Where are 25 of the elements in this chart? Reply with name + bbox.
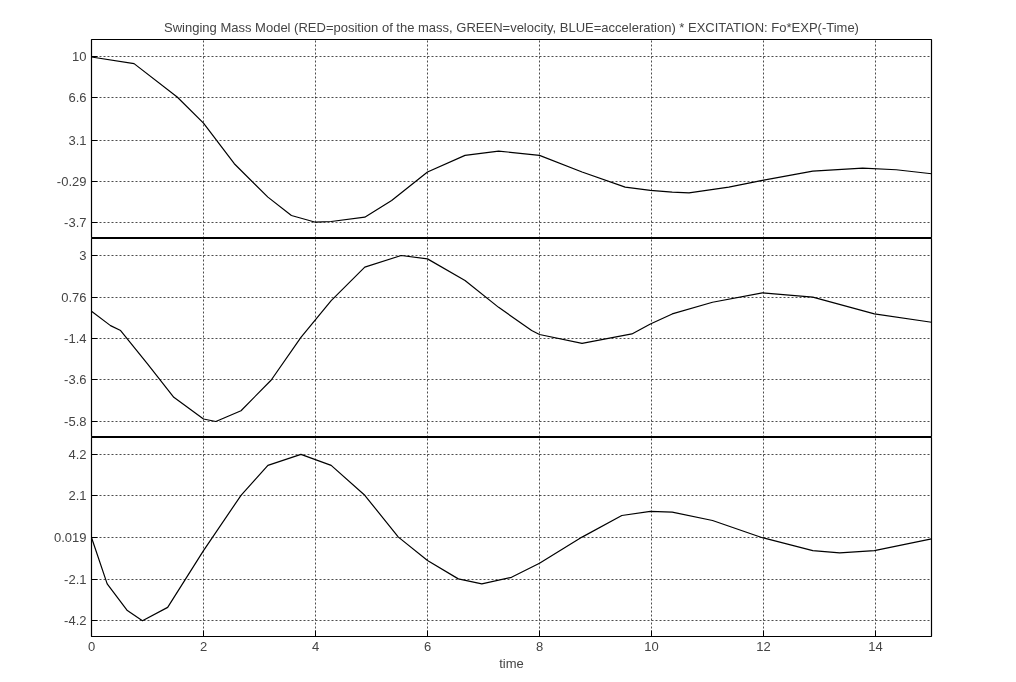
y-tick-label: -0.29 (56, 173, 87, 189)
y-tick-label: 0.019 (53, 529, 87, 545)
y-tick-label: -3.6 (64, 372, 87, 388)
x-tick-label: 2 (199, 638, 208, 654)
x-tick-label: 14 (868, 638, 883, 654)
y-tick-label: 0.76 (61, 290, 87, 306)
y-tick-label: -1.4 (64, 330, 87, 346)
x-tick-label: 6 (423, 638, 432, 654)
y-tick-label: 10 (72, 49, 87, 65)
y-tick-label: 3 (79, 247, 87, 263)
x-tick-label: 8 (535, 638, 544, 654)
y-tick-label: 6.6 (68, 90, 87, 106)
y-tick-label: 3.1 (68, 132, 87, 148)
y-tick-label: -3.7 (64, 214, 87, 230)
x-tick-label: 12 (756, 638, 771, 654)
y-tick-label: 4.2 (68, 446, 87, 462)
x-axis-title: time (499, 655, 524, 671)
y-tick-label: -5.8 (64, 413, 87, 429)
chart-title: Swinging Mass Model (RED=position of the mass, GREEN=velocity, BLUE=acceleration) * EXCITATION: Fo*EXP(-Time) (164, 19, 859, 35)
y-tick-label: -4.2 (64, 613, 87, 629)
x-tick-label: 10 (644, 638, 659, 654)
y-tick-label: 2.1 (68, 488, 87, 504)
y-tick-label: -2.1 (64, 571, 87, 587)
x-tick-label: 0 (87, 638, 96, 654)
x-tick-label: 4 (311, 638, 320, 654)
